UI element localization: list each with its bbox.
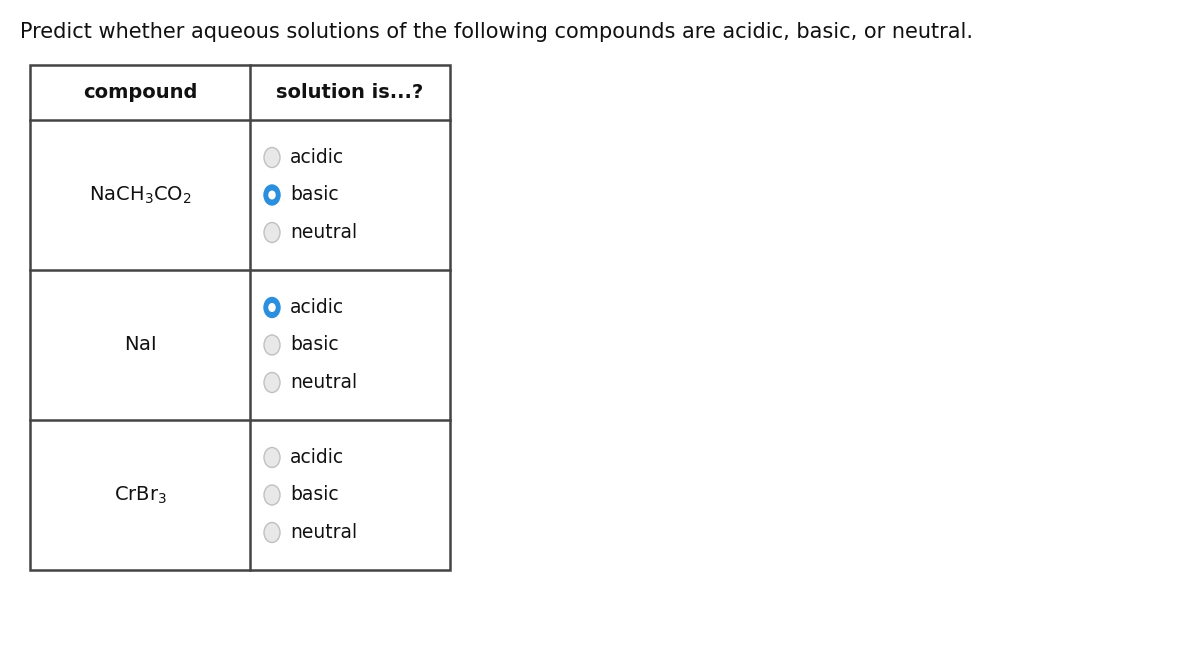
Text: neutral: neutral [290,223,358,242]
Ellipse shape [264,523,280,543]
Ellipse shape [264,222,280,242]
Ellipse shape [269,304,275,311]
Text: neutral: neutral [290,373,358,392]
Ellipse shape [264,448,280,468]
Ellipse shape [264,373,280,393]
Ellipse shape [264,185,280,205]
Text: $\mathrm{CrBr_3}$: $\mathrm{CrBr_3}$ [114,484,167,506]
Ellipse shape [264,147,280,167]
Text: solution is...?: solution is...? [276,83,424,102]
Ellipse shape [264,298,280,317]
Text: neutral: neutral [290,523,358,542]
Text: $\mathrm{NaCH_3CO_2}$: $\mathrm{NaCH_3CO_2}$ [89,184,191,205]
Text: Predict whether aqueous solutions of the following compounds are acidic, basic, : Predict whether aqueous solutions of the… [20,22,973,42]
Ellipse shape [264,485,280,505]
Text: basic: basic [290,486,338,505]
Text: basic: basic [290,185,338,205]
Text: acidic: acidic [290,298,344,317]
Text: acidic: acidic [290,148,344,167]
Bar [30,65,450,570]
Ellipse shape [264,335,280,355]
Text: basic: basic [290,335,338,355]
Text: compound: compound [83,83,197,102]
Text: $\mathrm{NaI}$: $\mathrm{NaI}$ [124,335,156,355]
Ellipse shape [269,191,275,199]
Text: acidic: acidic [290,448,344,467]
